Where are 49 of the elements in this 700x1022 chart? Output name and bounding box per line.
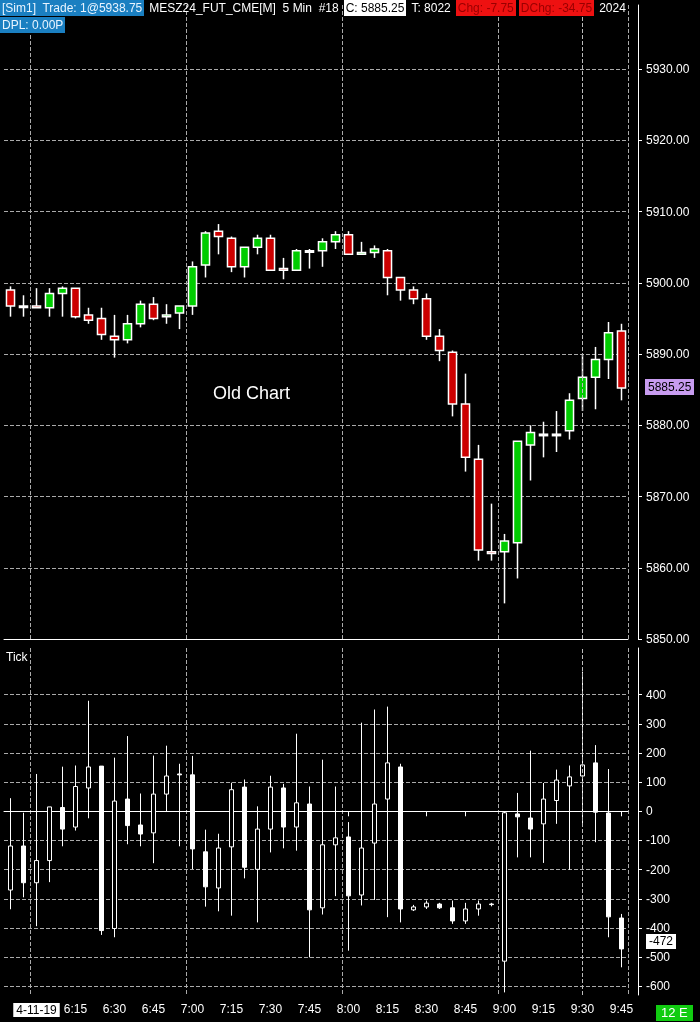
y-tick-label: -300 [646,891,671,906]
annotation: Tick [5,649,29,665]
x-tick-label: 9:45 [609,1002,634,1016]
y-tick-label: -100 [646,833,671,848]
y-tick-label: -500 [646,950,671,965]
text: 12 E [656,1005,693,1021]
x-tick-label: 9:00 [492,1002,517,1016]
y-tick-label: 5890.00 [646,347,690,362]
annotation: Chg: -7.75 [455,0,516,16]
x-tick-label: 6:30 [102,1002,127,1016]
y-tick-label: 5850.00 [646,632,690,646]
y-tick-label: 200 [646,745,667,760]
x-tick-label: 8:00 [336,1002,361,1016]
annotation: [Sim1] Trade: 1@5938.75 [0,0,145,16]
x-tick-label: 7:30 [258,1002,283,1016]
y-tick-label: 400 [646,687,667,702]
y-tick-label: 5910.00 [646,204,690,219]
x-tick-label: 6:45 [141,1002,166,1016]
x-tick-label: 8:30 [414,1002,439,1016]
x-tick-label: 9:15 [531,1002,556,1016]
y-tick-label: 5860.00 [646,560,690,575]
y-tick-label: 5920.00 [646,133,690,148]
annotation: MESZ24_FUT_CME[M] 5 Min #18 [148,0,340,16]
annotation: Old Chart [212,383,292,403]
y-tick-label: 300 [646,716,667,731]
y-tick-label: 5930.00 [646,62,690,77]
x-tick-label: 7:00 [180,1002,205,1016]
y-tick-label: -400 [646,920,671,935]
x-tick-label: 7:45 [297,1002,322,1016]
x-tick-label: 8:15 [375,1002,400,1016]
annotation: DChg: -34.75 [518,0,595,16]
x-tick-label: 8:45 [453,1002,478,1016]
x-tick-label: 6:15 [63,1002,88,1016]
x-tick-label: 4-11-19 [16,1003,58,1017]
y-tick-label: 5880.00 [646,418,690,433]
x-tick-label: 9:30 [570,1002,595,1016]
y-tick-label: 0 [646,804,653,819]
text: 5885.25 [645,379,695,395]
text: -472 [646,934,677,949]
annotation: T: 8022 [410,0,452,16]
y-tick-label: -200 [646,862,671,877]
y-tick-label: -600 [646,979,671,994]
x-tick-label: 7:15 [219,1002,244,1016]
y-tick-label: 100 [646,775,667,790]
y-tick-label: 5870.00 [646,489,690,504]
annotation: DPL: 0.00P [0,17,66,33]
annotation: C: 5885.25 [343,0,407,16]
annotation: 2024 [598,0,627,16]
y-tick-label: 5900.00 [646,275,690,290]
